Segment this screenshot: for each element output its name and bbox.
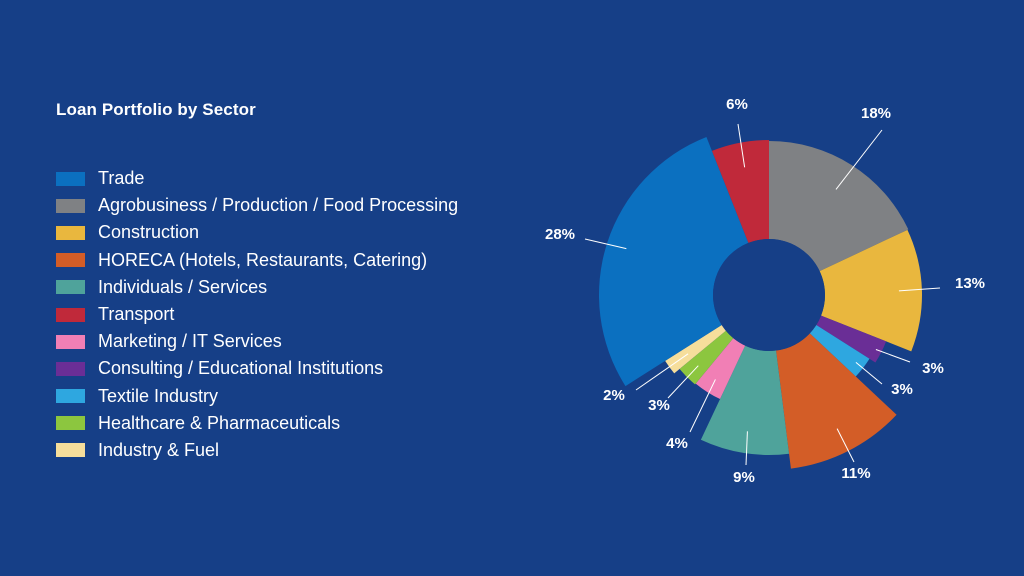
pie-slice-consulting-educational-institutions xyxy=(816,315,887,363)
legend-swatch xyxy=(56,171,85,186)
leader-line xyxy=(689,379,716,433)
legend-swatch xyxy=(56,334,85,349)
data-label: 3% xyxy=(648,397,670,414)
legend-item-industry: Industry & Fuel xyxy=(56,437,458,464)
legend-swatch xyxy=(56,389,85,404)
legend-item-textile: Textile Industry xyxy=(56,383,458,410)
legend-swatch xyxy=(56,361,85,376)
data-label: 6% xyxy=(726,96,748,113)
chart-legend: Trade Agrobusiness / Production / Food P… xyxy=(56,165,458,464)
legend-label: Industry & Fuel xyxy=(98,439,220,460)
legend-item-consulting: Consulting / Educational Institutions xyxy=(56,355,458,382)
legend-label: HORECA (Hotels, Restaurants, Catering) xyxy=(98,249,428,270)
data-label: 11% xyxy=(841,465,870,482)
pie-slice-textile-industry xyxy=(809,325,870,377)
pie-slice-industry-fuel xyxy=(665,325,726,374)
legend-swatch xyxy=(56,443,85,458)
legend-swatch xyxy=(56,253,85,268)
pie-slice-individuals-services xyxy=(700,345,790,456)
legend-swatch xyxy=(56,225,85,240)
leader-line xyxy=(898,287,941,292)
data-label: 3% xyxy=(891,381,913,398)
legend-label: Healthcare & Pharmaceuticals xyxy=(98,412,341,433)
leader-line xyxy=(584,238,627,250)
pie-slice-marketing-it-services xyxy=(695,338,746,400)
leader-line xyxy=(745,431,748,466)
legend-label: Transport xyxy=(98,304,175,325)
leader-line xyxy=(875,349,911,363)
data-label: 28% xyxy=(545,226,575,243)
legend-item-marketing: Marketing / IT Services xyxy=(56,328,458,355)
leader-line xyxy=(667,365,699,399)
leader-line xyxy=(836,428,855,463)
data-label: 18% xyxy=(861,105,891,122)
legend-item-construction: Construction xyxy=(56,219,458,246)
legend-item-transport: Transport xyxy=(56,301,458,328)
leader-line xyxy=(835,129,883,190)
legend-label: Textile Industry xyxy=(98,385,219,406)
legend-item-trade: Trade xyxy=(56,165,458,192)
legend-item-agrobusiness: Agrobusiness / Production / Food Process… xyxy=(56,192,458,219)
leader-line xyxy=(635,353,689,391)
pie-slice-trade xyxy=(599,136,749,387)
legend-swatch xyxy=(56,198,85,213)
legend-item-individuals: Individuals / Services xyxy=(56,274,458,301)
data-label: 2% xyxy=(603,387,625,404)
legend-label: Construction xyxy=(98,222,200,243)
leader-line xyxy=(855,362,883,385)
data-label: 3% xyxy=(922,360,944,377)
data-label: 9% xyxy=(733,469,755,486)
chart-title: Loan Portfolio by Sector xyxy=(56,100,256,119)
pie-slice-agrobusiness-production-food-processing xyxy=(769,141,909,272)
legend-label: Individuals / Services xyxy=(98,276,268,297)
pie-slice-transport xyxy=(711,140,769,243)
leader-line xyxy=(737,123,746,168)
legend-label: Marketing / IT Services xyxy=(98,331,282,352)
legend-swatch xyxy=(56,416,85,431)
legend-swatch xyxy=(56,280,85,295)
legend-swatch xyxy=(56,307,85,322)
data-label: 13% xyxy=(955,275,985,292)
data-label: 4% xyxy=(666,435,688,452)
pie-slice-horeca-hotels-restaurants-catering xyxy=(776,333,897,469)
donut-hole xyxy=(713,239,825,351)
legend-label: Agrobusiness / Production / Food Process… xyxy=(98,195,459,216)
legend-label: Consulting / Educational Institutions xyxy=(98,358,384,379)
legend-item-healthcare: Healthcare & Pharmaceuticals xyxy=(56,410,458,437)
legend-item-horeca: HORECA (Hotels, Restaurants, Catering) xyxy=(56,247,458,274)
legend-label: Trade xyxy=(98,168,145,189)
pie-slice-construction xyxy=(819,229,923,352)
